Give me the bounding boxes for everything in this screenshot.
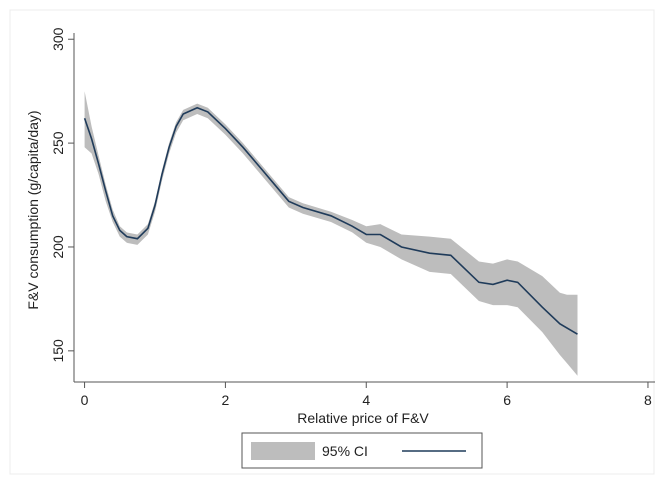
x-tick-label: 2: [222, 392, 230, 408]
x-tick-label: 6: [503, 392, 511, 408]
x-tick-label: 0: [81, 392, 89, 408]
x-ticks: 0 2 4 6 8: [81, 382, 652, 408]
x-tick-label: 4: [362, 392, 370, 408]
y-tick-label: 300: [50, 27, 66, 51]
y-tick-label: 150: [50, 339, 66, 363]
x-axis-title: Relative price of F&V: [297, 410, 429, 426]
legend: 95% CI: [241, 432, 483, 469]
legend-ci-label: 95% CI: [322, 443, 368, 459]
plot-area-frame: [9, 9, 655, 475]
y-ticks: 150 200 250 300: [50, 27, 74, 363]
y-tick-label: 200: [50, 235, 66, 259]
series-line-group: [83, 106, 578, 335]
series-line: [83, 106, 578, 335]
x-tick-label: 8: [644, 392, 652, 408]
legend-ci-swatch: [251, 442, 315, 460]
y-axis-title: F&V consumption (g/capita/day): [25, 110, 41, 309]
y-tick-label: 250: [50, 131, 66, 155]
